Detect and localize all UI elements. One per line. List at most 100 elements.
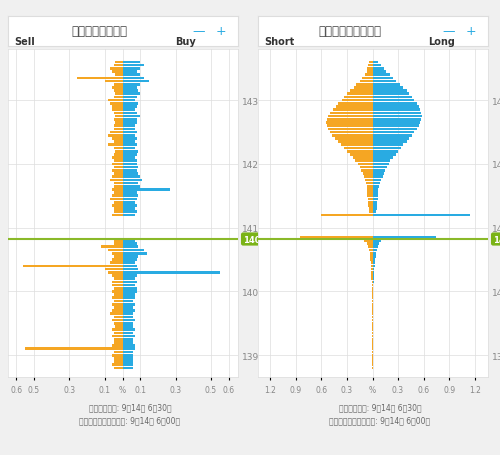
Bar — [24, 265, 122, 268]
Text: Short: Short — [264, 37, 294, 47]
Bar — [368, 192, 372, 194]
Bar — [372, 252, 376, 255]
Bar — [372, 189, 378, 192]
Bar — [112, 157, 122, 160]
Bar — [122, 271, 220, 274]
Bar — [122, 141, 135, 144]
Bar — [114, 202, 122, 204]
Bar — [122, 151, 138, 153]
Bar — [122, 173, 138, 176]
Bar — [112, 329, 122, 331]
Bar — [114, 351, 122, 354]
Bar — [338, 141, 372, 144]
Bar — [112, 214, 122, 217]
Bar — [122, 154, 136, 157]
Bar — [341, 144, 372, 147]
Bar — [116, 116, 122, 118]
Bar — [372, 112, 421, 115]
Bar — [122, 274, 136, 277]
Bar — [122, 354, 133, 357]
Text: 最新更新時刻: 9月14日 6時30分
スナップショット時刻: 9月14日 6時00分: 最新更新時刻: 9月14日 6時30分 スナップショット時刻: 9月14日 6時… — [330, 403, 430, 425]
Bar — [105, 81, 122, 83]
Bar — [372, 338, 374, 341]
Bar — [112, 335, 122, 338]
Bar — [116, 325, 122, 328]
Bar — [122, 303, 135, 306]
Bar — [112, 71, 122, 74]
Bar — [372, 274, 374, 277]
Bar — [108, 135, 122, 137]
Bar — [114, 338, 122, 341]
Text: 最新更新時刻: 9月14日 6時30分
スナップショット時刻: 9月14日 6時00分: 最新更新時刻: 9月14日 6時30分 スナップショット時刻: 9月14日 6時… — [80, 403, 180, 425]
Bar — [368, 246, 372, 248]
Bar — [122, 252, 148, 255]
Bar — [372, 167, 387, 169]
Bar — [372, 262, 375, 264]
Bar — [112, 309, 122, 312]
Bar — [112, 354, 122, 357]
Bar — [372, 265, 375, 268]
Bar — [110, 68, 122, 71]
Bar — [122, 211, 136, 213]
Bar — [114, 332, 122, 334]
Bar — [364, 239, 372, 242]
Bar — [372, 96, 412, 99]
Bar — [122, 135, 135, 137]
Bar — [372, 198, 378, 201]
Bar — [122, 138, 136, 141]
Bar — [344, 147, 372, 150]
Bar — [372, 147, 400, 150]
Bar — [372, 313, 374, 315]
Bar — [372, 290, 374, 293]
Bar — [122, 258, 136, 261]
Bar — [370, 255, 372, 258]
Bar — [122, 309, 135, 312]
Bar — [372, 71, 386, 74]
Bar — [368, 202, 372, 204]
Bar — [114, 128, 122, 131]
Bar — [369, 249, 372, 252]
Bar — [372, 239, 381, 242]
Text: +: + — [216, 25, 226, 38]
Bar — [326, 119, 372, 121]
Bar — [122, 112, 136, 115]
Bar — [112, 205, 122, 207]
Bar — [360, 81, 372, 83]
Bar — [372, 68, 384, 71]
Bar — [122, 239, 135, 242]
Bar — [354, 87, 372, 90]
Bar — [328, 128, 372, 131]
Bar — [122, 208, 135, 210]
Bar — [366, 186, 372, 188]
Bar — [122, 338, 133, 341]
Bar — [114, 167, 122, 169]
Bar — [122, 262, 135, 264]
Bar — [122, 287, 136, 290]
Text: +: + — [466, 25, 476, 38]
Text: 140.822: 140.822 — [243, 235, 282, 244]
Text: —: — — [442, 25, 454, 38]
Bar — [114, 154, 122, 157]
Bar — [122, 163, 136, 166]
Bar — [114, 90, 122, 93]
Bar — [370, 252, 372, 255]
Bar — [372, 74, 390, 77]
Bar — [344, 96, 372, 99]
Bar — [76, 77, 122, 80]
Bar — [347, 151, 372, 153]
Bar — [114, 147, 122, 150]
Bar — [114, 255, 122, 258]
Bar — [372, 160, 390, 163]
Bar — [122, 96, 136, 99]
Bar — [122, 170, 136, 172]
Bar — [372, 335, 374, 338]
Bar — [122, 84, 140, 86]
Bar — [122, 319, 135, 322]
Bar — [365, 74, 372, 77]
Bar — [332, 135, 372, 137]
Bar — [368, 195, 372, 197]
Bar — [372, 119, 421, 121]
Bar — [356, 84, 372, 86]
Bar — [372, 332, 374, 334]
Bar — [122, 106, 136, 109]
